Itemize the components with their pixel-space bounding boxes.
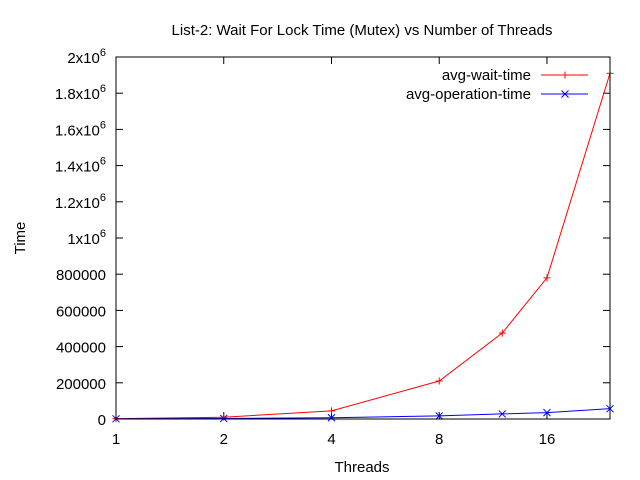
y-tick-label: 2x106 xyxy=(67,47,106,67)
y-tick-exponent: 6 xyxy=(100,228,106,240)
y-tick-label: 1.8x106 xyxy=(55,83,106,103)
y-tick-label: 400000 xyxy=(56,340,106,357)
legend: avg-wait-time avg-operation-time xyxy=(406,67,588,103)
data-point xyxy=(327,407,335,415)
data-point xyxy=(435,377,443,385)
y-tick-exponent: 6 xyxy=(100,156,106,168)
series-line xyxy=(115,73,611,420)
data-point xyxy=(543,408,551,417)
series-layer xyxy=(112,69,614,423)
y-tick-exponent: 6 xyxy=(100,47,106,59)
data-point xyxy=(543,274,551,282)
legend-marker xyxy=(561,71,569,79)
data-point xyxy=(327,413,336,422)
data-point xyxy=(219,414,228,423)
x-tick-label: 16 xyxy=(539,431,556,448)
y-tick-exponent: 6 xyxy=(100,119,106,131)
y-tick-label: 1.6x106 xyxy=(55,119,106,139)
x-tick-label: 4 xyxy=(327,431,335,448)
x-tick-label: 1 xyxy=(112,431,120,448)
data-point xyxy=(435,412,444,420)
y-tick-label: 1.4x106 xyxy=(55,156,106,176)
axis-ticks: 0 200000 400000 600000 800000 1x106 1.2x106 1.4… xyxy=(55,47,610,448)
legend-label: avg-wait-time xyxy=(442,67,531,84)
y-tick-label: 200000 xyxy=(56,376,106,393)
y-tick-label: 600000 xyxy=(56,303,106,320)
x-tick-label: 2 xyxy=(220,431,228,448)
y-tick-exponent: 6 xyxy=(100,83,106,95)
plot-frame xyxy=(115,56,611,420)
data-point xyxy=(220,413,228,421)
y-tick-label: 0 xyxy=(98,412,106,429)
x-tick-label: 8 xyxy=(435,431,443,448)
legend-label: avg-operation-time xyxy=(406,86,531,103)
y-tick-label: 1x106 xyxy=(67,228,106,248)
data-point xyxy=(498,329,506,337)
y-axis-title: Time xyxy=(12,222,29,255)
y-tick-exponent: 6 xyxy=(100,192,106,204)
legend-marker xyxy=(561,90,569,98)
data-point xyxy=(498,410,507,418)
series-avg-operation-time xyxy=(112,404,614,423)
chart-title: List-2: Wait For Lock Time (Mutex) vs Nu… xyxy=(172,22,553,39)
series-avg-wait-time xyxy=(112,69,614,423)
y-tick-label: 800000 xyxy=(56,267,106,284)
y-tick-label: 1.2x106 xyxy=(55,192,106,212)
x-axis-title: Threads xyxy=(334,459,389,476)
